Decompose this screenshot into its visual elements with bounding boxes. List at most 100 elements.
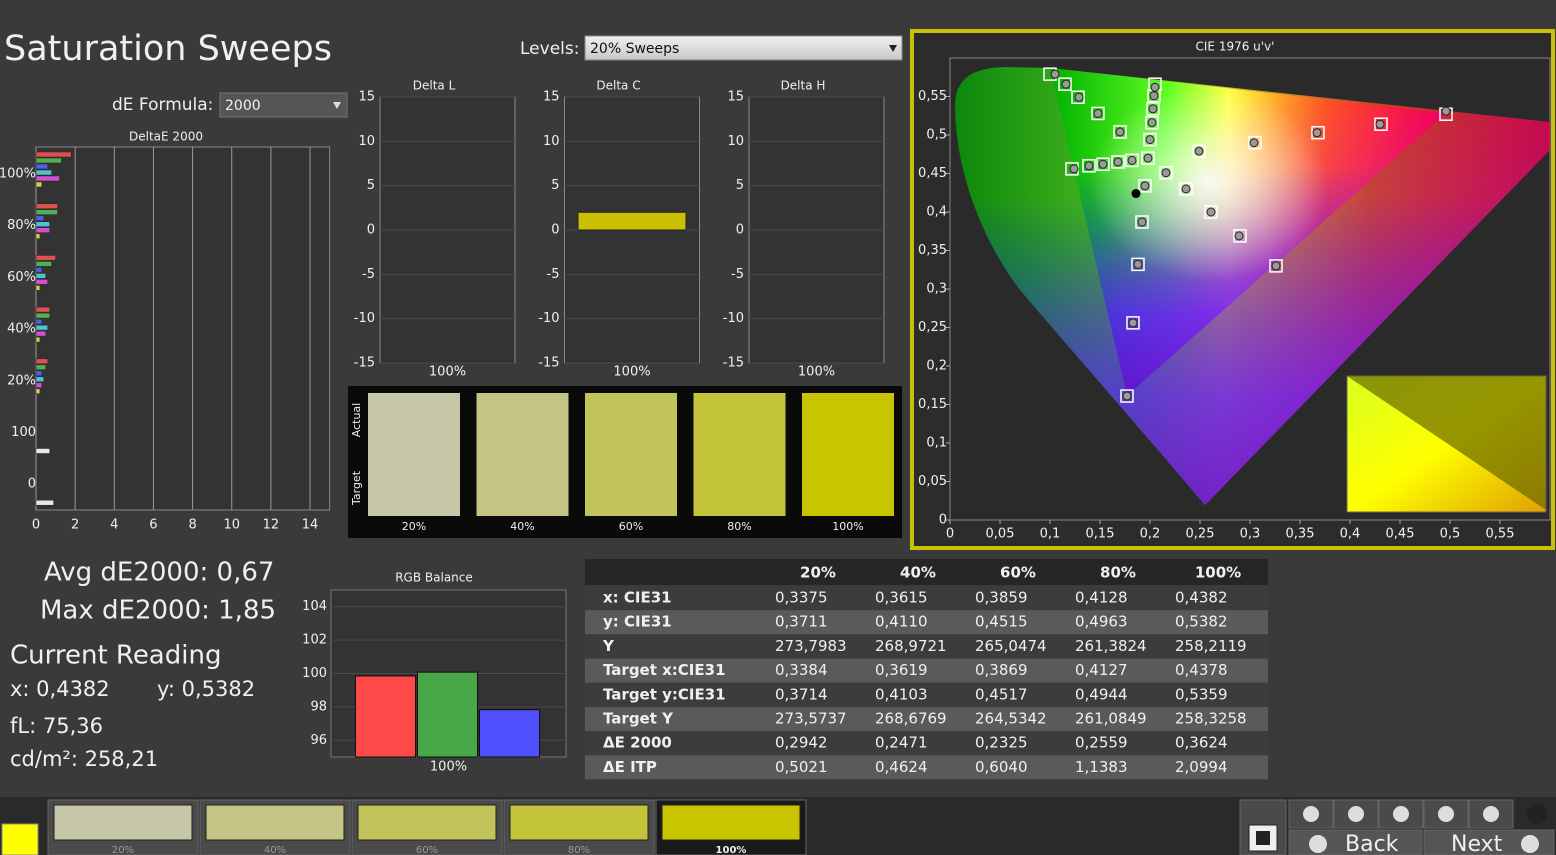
levels-dropdown[interactable] (584, 35, 903, 61)
bar (35, 203, 58, 209)
max-de: Max dE2000: 1,85 (40, 596, 276, 626)
table-cell: 0,4515 (975, 613, 1028, 631)
reference-point (1131, 189, 1141, 199)
table-cell: 0,3375 (775, 589, 828, 607)
y-tick-label: 0,05 (918, 474, 947, 489)
measured-point (1441, 106, 1451, 116)
reading-cdm2: cd/m²: 258,21 (10, 747, 158, 771)
bar (35, 279, 48, 285)
y-tick-label: 100 (11, 425, 36, 440)
x-tick-label: 100% (430, 760, 467, 775)
table-cell: 0,3615 (875, 589, 928, 607)
measured-point (1375, 119, 1385, 129)
y-tick-label: 0 (367, 223, 375, 238)
table-cell: 0,2559 (1075, 734, 1128, 752)
dropdown-arrow (333, 102, 341, 109)
bar (35, 448, 50, 454)
plot-area (35, 146, 331, 511)
y-tick-label: 0 (551, 223, 559, 238)
measured-point (1249, 138, 1259, 148)
x-tick-label: 100% (798, 365, 835, 380)
measured-point (1061, 79, 1071, 89)
table-cell: 0,5359 (1175, 685, 1228, 703)
footer-label: 100% (716, 845, 747, 855)
bar (35, 163, 48, 170)
tool-icon (1348, 806, 1364, 822)
measured-point (1234, 231, 1244, 241)
y-tick-label: 98 (310, 699, 327, 714)
measured-point (1161, 168, 1171, 178)
current-color (1, 823, 39, 855)
bar (35, 358, 48, 365)
chart-title: Delta C (596, 79, 640, 93)
target-point (1145, 115, 1159, 130)
measured-point (1074, 92, 1084, 102)
bar (35, 175, 60, 182)
bar (35, 261, 52, 267)
table-cell: 0,2325 (975, 734, 1028, 752)
table-cell: 273,5737 (775, 710, 847, 728)
y-tick-label: 40% (7, 322, 36, 337)
bar (35, 285, 41, 291)
bar (35, 157, 62, 164)
measured-point (1113, 157, 1123, 167)
table-cell: 0,3624 (1175, 734, 1228, 752)
footer-label: 60% (416, 845, 438, 855)
formula-dropdown[interactable] (219, 92, 348, 118)
swatch-label: 80% (727, 520, 751, 533)
measured-point (1149, 91, 1159, 101)
footer-label: 20% (112, 845, 134, 855)
actual-swatch (585, 393, 677, 455)
measured-point (1150, 82, 1160, 92)
x-tick-label: 0,2 (1140, 527, 1161, 542)
back-label: Back (1345, 832, 1399, 855)
table-cell: 0,4517 (975, 685, 1028, 703)
y-tick-label: -15 (354, 356, 375, 371)
y-tick-label: 10 (543, 134, 560, 149)
table-cell: 268,9721 (875, 637, 947, 655)
x-tick-label: 6 (149, 518, 157, 533)
target-point (1374, 117, 1388, 131)
y-tick-label: -10 (723, 311, 744, 326)
y-tick-label: -10 (354, 311, 375, 326)
table-cell: 265,0474 (975, 637, 1047, 655)
table-cell: 0,5021 (775, 758, 828, 776)
target-swatch (476, 455, 569, 516)
target-point (1138, 179, 1152, 193)
x-tick-label: 0 (946, 527, 954, 542)
reading-x: x: 0,4382 (10, 677, 110, 701)
row-label: Target y:CIE31 (603, 685, 726, 703)
cie-title: CIE 1976 u'v' (1196, 40, 1275, 54)
tool-icon (1393, 806, 1409, 822)
next-label: Next (1451, 832, 1503, 855)
x-tick-label: 0 (32, 518, 40, 533)
swatch-label: 20% (402, 520, 426, 533)
table-cell: 0,4127 (1075, 661, 1128, 679)
row-label: ΔE 2000 (603, 734, 672, 752)
y-tick-label: -10 (538, 311, 559, 326)
bar (35, 324, 48, 331)
table-cell: 0,4103 (875, 685, 928, 703)
table-row (585, 682, 1268, 707)
y-tick-label: 0,15 (918, 397, 947, 412)
y-tick-label: 15 (358, 90, 375, 105)
avg-de: Avg dE2000: 0,67 (44, 558, 274, 588)
reading-fl: fL: 75,36 (10, 714, 103, 738)
table-cell: 0,4378 (1175, 661, 1228, 679)
column-header: 100% (1195, 564, 1241, 582)
target-point (1120, 389, 1134, 403)
x-tick-label: 0,25 (1186, 527, 1215, 542)
table-row (585, 755, 1268, 780)
x-tick-label: 10 (223, 518, 240, 533)
table-cell: 0,4624 (875, 758, 928, 776)
x-tick-label: 0,5 (1440, 527, 1461, 542)
y-tick-label: 0,45 (918, 166, 947, 181)
footer-label: 80% (568, 845, 590, 855)
y-tick-label: -5 (547, 267, 560, 282)
target-point (1082, 159, 1096, 173)
table-cell: 258,3258 (1175, 710, 1247, 728)
y-tick-label: 60% (7, 270, 36, 285)
measured-point (1145, 135, 1155, 145)
actual-swatch (368, 393, 460, 455)
